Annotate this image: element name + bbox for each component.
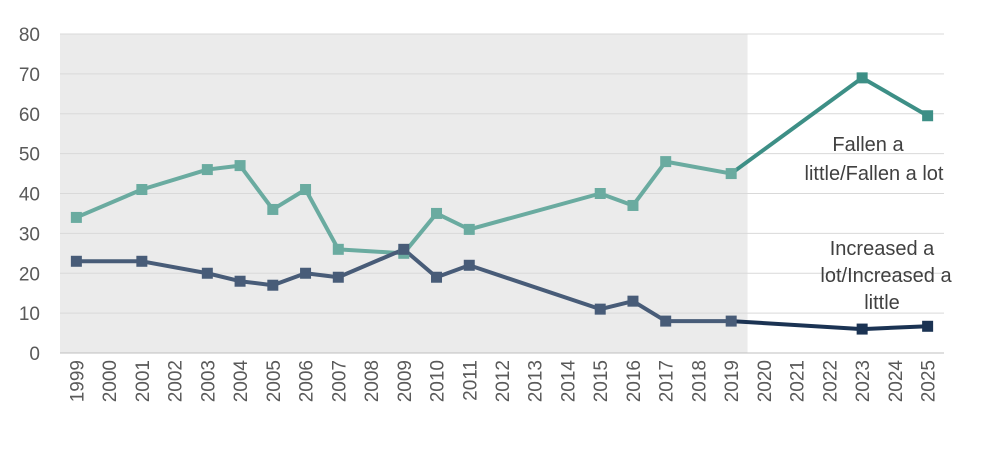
annotation-increased-line2: lot/Increased a bbox=[820, 265, 952, 287]
series-0-marker bbox=[660, 156, 672, 168]
series-0-marker bbox=[463, 223, 475, 235]
x-tick-label: 2004 bbox=[231, 360, 252, 403]
x-tick-label: 2013 bbox=[526, 360, 547, 402]
series-1-marker bbox=[725, 315, 737, 327]
x-tick-label: 2019 bbox=[722, 360, 743, 402]
x-tick-label: 2009 bbox=[395, 360, 416, 402]
series-0-marker bbox=[431, 207, 443, 219]
series-1-marker bbox=[267, 279, 279, 291]
series-0-marker bbox=[300, 184, 312, 196]
annotation-fallen-line1: Fallen a bbox=[832, 134, 904, 156]
x-tick-label: 2001 bbox=[133, 360, 154, 402]
y-tick-label: 60 bbox=[19, 105, 40, 126]
series-0-segment bbox=[139, 167, 210, 192]
series-0-marker bbox=[922, 110, 934, 122]
x-tick-label: 2008 bbox=[362, 360, 383, 402]
y-tick-label: 0 bbox=[29, 344, 40, 365]
annotation-fallen-line2: little/Fallen a lot bbox=[805, 163, 944, 185]
series-0-segment bbox=[860, 75, 930, 118]
x-tick-label: 2006 bbox=[297, 360, 318, 402]
y-tick-label: 70 bbox=[19, 65, 40, 86]
y-tick-label: 20 bbox=[19, 264, 40, 285]
x-tick-label: 2024 bbox=[886, 360, 907, 403]
series-0-marker bbox=[201, 164, 213, 176]
series-1-marker bbox=[856, 323, 868, 335]
y-tick-label: 40 bbox=[19, 185, 40, 206]
series-0-marker bbox=[234, 160, 246, 172]
x-axis-ticks: 1999 2000 2001 2002 2003 2004 2005 2006 2007 2008… bbox=[67, 360, 939, 403]
series-markers bbox=[70, 72, 934, 335]
x-tick-label: 2007 bbox=[329, 360, 350, 402]
series-0-marker bbox=[856, 72, 868, 84]
annotation-increased-line3: little bbox=[864, 292, 900, 314]
x-tick-label: 2017 bbox=[657, 360, 678, 402]
series-0-marker bbox=[725, 168, 737, 180]
series-0-marker bbox=[136, 184, 148, 196]
series-1-marker bbox=[594, 303, 606, 315]
x-tick-label: 2023 bbox=[853, 360, 874, 402]
series-0-marker bbox=[267, 203, 279, 215]
x-tick-label: 2005 bbox=[264, 360, 285, 402]
series-1-segment bbox=[860, 324, 930, 332]
series-0-segment bbox=[630, 159, 668, 208]
x-tick-label: 2002 bbox=[166, 360, 187, 402]
series-1-marker bbox=[70, 255, 82, 267]
series-1-segment bbox=[467, 263, 603, 312]
series-1-marker bbox=[234, 275, 246, 287]
x-tick-label: 2000 bbox=[100, 360, 121, 402]
series-1-segment bbox=[729, 319, 865, 332]
series-1-marker bbox=[627, 295, 639, 307]
series-1-marker bbox=[332, 271, 344, 283]
x-tick-label: 2012 bbox=[493, 360, 514, 402]
annotation-increased-line1: Increased a bbox=[830, 238, 935, 260]
y-tick-label: 10 bbox=[19, 304, 40, 325]
series-1-marker bbox=[398, 243, 410, 255]
series-1-marker bbox=[660, 315, 672, 327]
series-1-marker bbox=[201, 267, 213, 279]
y-axis-ticks: 0 10 20 30 40 50 60 70 80 bbox=[19, 25, 40, 365]
x-tick-label: 2015 bbox=[591, 360, 612, 402]
y-tick-label: 50 bbox=[19, 145, 40, 166]
x-tick-label: 1999 bbox=[67, 360, 88, 402]
x-tick-label: 2025 bbox=[919, 360, 940, 402]
series-1-segment bbox=[139, 259, 210, 276]
x-tick-label: 2016 bbox=[624, 360, 645, 402]
series-1-marker bbox=[300, 267, 312, 279]
series-0-segment bbox=[238, 163, 275, 212]
series-0-segment bbox=[663, 159, 734, 176]
x-tick-label: 2018 bbox=[689, 360, 710, 402]
series-1-marker bbox=[136, 255, 148, 267]
series-0-segment bbox=[467, 191, 603, 232]
y-tick-label: 80 bbox=[19, 25, 40, 46]
x-tick-label: 2022 bbox=[820, 360, 841, 402]
x-tick-label: 2020 bbox=[755, 360, 776, 402]
series-1-segment bbox=[336, 247, 406, 280]
x-tick-label: 2003 bbox=[198, 360, 219, 402]
series-0-segment bbox=[729, 75, 865, 176]
x-tick-label: 2010 bbox=[428, 360, 449, 402]
x-tick-label: 2014 bbox=[558, 360, 579, 403]
series-1-marker bbox=[922, 320, 934, 332]
x-tick-label: 2021 bbox=[788, 360, 809, 402]
x-tick-label: 2011 bbox=[460, 360, 481, 401]
series-0-marker bbox=[627, 199, 639, 211]
series-0-segment bbox=[303, 187, 341, 252]
series-1-marker bbox=[431, 271, 443, 283]
series-0-marker bbox=[594, 188, 606, 199]
series-0-marker bbox=[70, 211, 82, 223]
y-tick-label: 30 bbox=[19, 224, 40, 245]
series-1-marker bbox=[463, 259, 475, 271]
series-0-marker bbox=[332, 243, 344, 255]
series-0-segment bbox=[74, 187, 144, 220]
